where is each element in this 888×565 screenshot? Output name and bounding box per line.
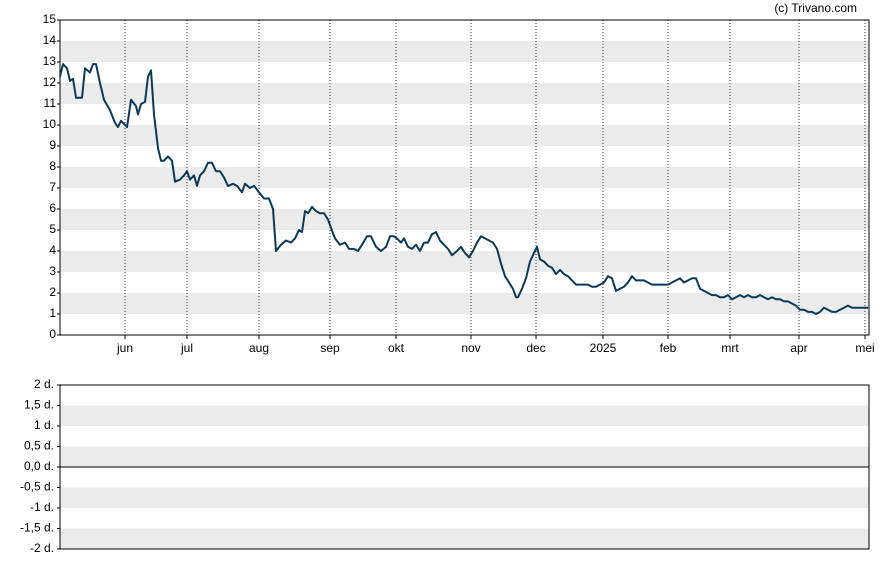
y-tick-label: 0 (49, 327, 56, 341)
y-tick-label: 3 (49, 264, 56, 278)
credit: (c) Trivano.com (774, 1, 857, 15)
plot-frame (59, 19, 870, 336)
grid-band (60, 209, 869, 230)
y-tick-label: 1 d. (34, 418, 54, 432)
grid-band (60, 446, 869, 467)
y-tick-label: 10 (43, 117, 57, 131)
y-tick-label: -1 d. (30, 500, 54, 514)
y-tick-label: -2 d. (30, 541, 54, 555)
x-tick-label: apr (790, 341, 807, 355)
y-tick-label: 0,0 d. (24, 459, 54, 473)
grid-band (60, 405, 869, 426)
x-tick-label: mei (855, 341, 874, 355)
y-tick-label: 11 (44, 96, 57, 110)
y-tick-label: 8 (49, 159, 56, 173)
y-tick-label: -0,5 d. (20, 480, 54, 494)
y-tick-label: 13 (43, 54, 57, 68)
x-tick-label: 2025 (590, 341, 617, 355)
y-tick-label: 5 (49, 222, 56, 236)
grid-band (60, 528, 869, 549)
x-tick-label: mrt (721, 341, 739, 355)
x-tick-label: okt (388, 341, 405, 355)
x-tick-label: aug (249, 341, 269, 355)
y-tick-label: 9 (49, 138, 56, 152)
y-tick-label: 2 d. (34, 377, 54, 391)
y-tick-label: 0,5 d. (24, 439, 54, 453)
price-line (59, 63, 868, 315)
grid-band (60, 41, 869, 62)
y-tick-label: 2 (49, 285, 56, 299)
y-tick-label: 6 (49, 201, 56, 215)
y-tick-label: 4 (49, 243, 56, 257)
x-tick-label: jun (116, 341, 133, 355)
x-tick-label: sep (320, 341, 340, 355)
y-tick-label: 1,5 d. (24, 398, 54, 412)
x-tick-label: jul (180, 341, 193, 355)
y-tick-label: 12 (43, 75, 57, 89)
grid-band (60, 125, 869, 146)
plot-frame (59, 384, 870, 550)
y-tick-label: 7 (49, 180, 56, 194)
y-tick-label: 15 (43, 12, 57, 26)
grid-band (60, 83, 869, 104)
y-tick-label: 14 (43, 33, 57, 47)
grid-band (60, 293, 869, 314)
grid-band (60, 487, 869, 508)
x-tick-label: nov (461, 341, 480, 355)
x-tick-label: dec (526, 341, 545, 355)
x-tick-label: feb (660, 341, 677, 355)
grid-band (60, 251, 869, 272)
y-tick-label: 1 (49, 306, 56, 320)
grid-band (60, 167, 869, 188)
y-tick-label: -1,5 d. (20, 521, 54, 535)
